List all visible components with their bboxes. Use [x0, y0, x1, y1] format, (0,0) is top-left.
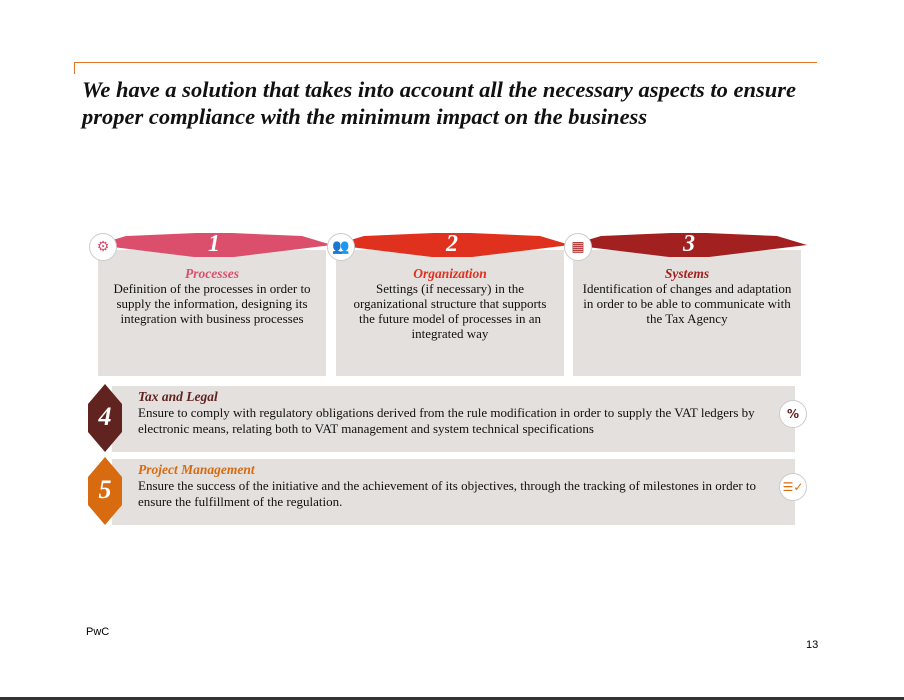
top-rule-tick [74, 62, 75, 74]
pillar-banner-1: 1 [96, 231, 332, 257]
row-number-hexagon: 4 [88, 384, 122, 452]
checklist-icon: ☰✓ [779, 473, 807, 501]
pillar-number: 2 [446, 231, 458, 257]
pillar-banner-3: 3 [571, 231, 807, 257]
pillar-number: 1 [208, 231, 220, 257]
banner-shape [334, 233, 570, 257]
pillar-card-3: Systems Identification of changes and ad… [573, 250, 801, 376]
row-text: Ensure the success of the initiative and… [138, 478, 757, 509]
pillar-banner-2: 2 [334, 231, 570, 257]
pillar-heading: Systems [664, 266, 710, 281]
banner-shape [96, 233, 332, 257]
row-5: Project Management Ensure the success of… [112, 459, 795, 525]
pillar-card-1: Processes Definition of the processes in… [98, 250, 326, 376]
row-4: Tax and Legal Ensure to comply with regu… [112, 386, 795, 452]
bottom-rule [0, 697, 904, 700]
row-number: 4 [98, 402, 112, 431]
percent-icon: % [779, 400, 807, 428]
banner-shape [571, 233, 807, 257]
pillar-heading: Organization [413, 266, 487, 281]
pillar-text: Definition of the processes in order to … [113, 281, 311, 326]
row-text: Ensure to comply with regulatory obligat… [138, 405, 755, 436]
row-number-hexagon: 5 [88, 457, 122, 525]
top-rule [74, 62, 817, 63]
pillar-text: Identification of changes and adaptation… [582, 281, 792, 326]
gears-icon: ⚙ [89, 233, 117, 261]
page-number: 13 [806, 639, 819, 651]
page-title: We have a solution that takes into accou… [82, 77, 796, 129]
row-heading: Tax and Legal [138, 389, 218, 404]
pillar-text: Settings (if necessary) in the organizat… [353, 281, 547, 341]
row-number: 5 [98, 475, 112, 504]
people-icon: 👥 [327, 233, 355, 261]
footer-brand: PwC [86, 626, 110, 638]
mobile-touch-icon: ▦ [564, 233, 592, 261]
pillar-card-2: Organization Settings (if necessary) in … [336, 250, 564, 376]
pillar-heading: Processes [185, 266, 239, 281]
pillar-number: 3 [683, 231, 695, 257]
row-heading: Project Management [138, 462, 255, 477]
